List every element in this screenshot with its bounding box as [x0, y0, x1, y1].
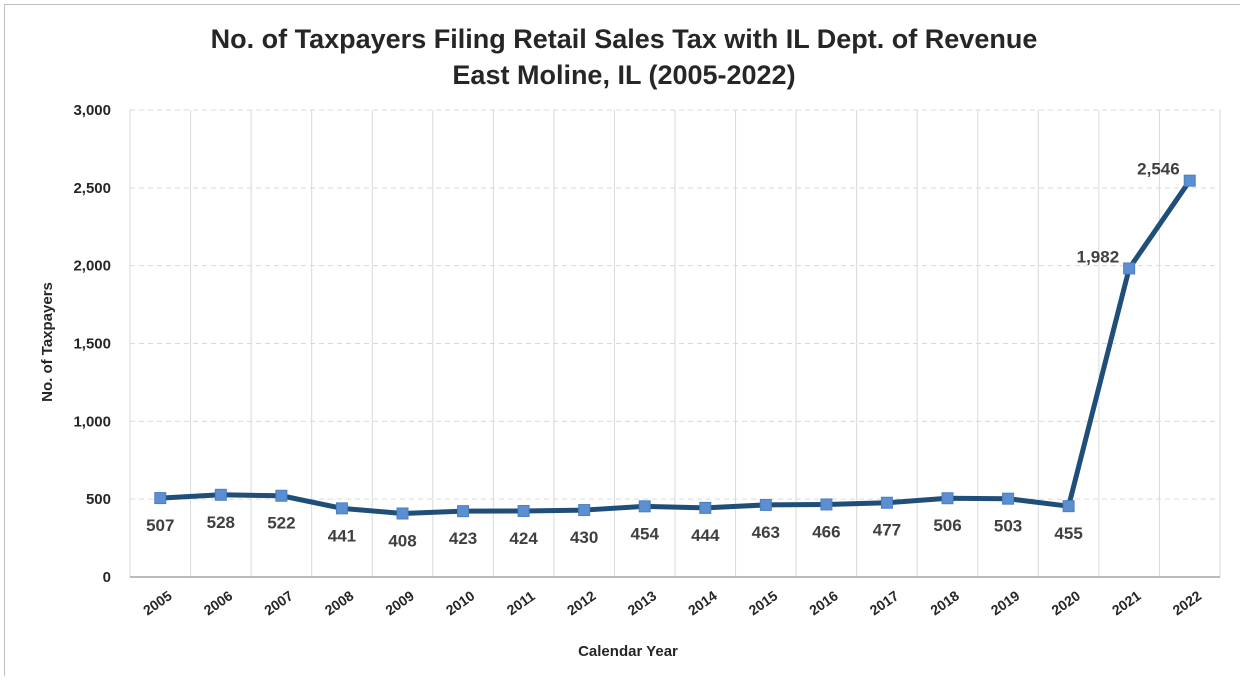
data-label: 463 — [752, 523, 780, 542]
y-tick-label: 3,000 — [73, 102, 111, 119]
data-point-marker — [1183, 174, 1196, 187]
data-label: 423 — [449, 529, 477, 548]
data-label: 466 — [812, 522, 840, 541]
chart-title: No. of Taxpayers Filing Retail Sales Tax… — [210, 24, 1038, 54]
data-point-marker — [1062, 500, 1075, 513]
data-label: 455 — [1054, 524, 1082, 543]
data-point-marker — [578, 504, 591, 517]
data-point-marker — [759, 498, 772, 511]
data-point-marker — [396, 507, 409, 520]
x-tick-label: 2011 — [504, 588, 538, 619]
y-tick-label: 1,000 — [73, 413, 111, 430]
data-point-marker — [275, 489, 288, 502]
data-label: 1,982 — [1077, 247, 1120, 266]
data-point-marker — [335, 502, 348, 515]
data-label: 454 — [631, 524, 660, 543]
x-tick-label: 2013 — [625, 587, 660, 618]
x-tick-label: 2005 — [140, 587, 175, 618]
data-label: 528 — [207, 513, 235, 532]
data-label: 441 — [328, 526, 356, 545]
x-tick-label: 2019 — [988, 587, 1023, 618]
x-tick-label: 2007 — [261, 587, 296, 618]
data-point-marker — [1002, 492, 1015, 505]
x-tick-label: 2018 — [927, 587, 962, 618]
x-tick-label: 2017 — [867, 587, 902, 618]
x-tick-label: 2008 — [322, 587, 357, 618]
x-tick-label: 2016 — [806, 587, 841, 618]
x-tick-label: 2020 — [1048, 587, 1083, 618]
data-point-marker — [517, 504, 530, 517]
chart-frame — [4, 4, 1240, 676]
data-label: 408 — [388, 531, 416, 550]
data-label: 507 — [146, 516, 174, 535]
x-tick-label: 2015 — [746, 587, 781, 618]
y-tick-label: 1,500 — [73, 336, 111, 353]
x-axis-label: Calendar Year — [578, 643, 678, 660]
data-label: 503 — [994, 517, 1022, 536]
data-point-marker — [638, 500, 651, 513]
y-tick-label: 2,000 — [73, 258, 111, 275]
x-tick-label: 2006 — [201, 587, 236, 618]
data-labels: 507 528 522 441 408 423 424 430 454 444 463 466 477 5… — [146, 160, 1180, 551]
data-label: 430 — [570, 528, 598, 547]
data-point-marker — [880, 496, 893, 509]
data-point-marker — [1123, 262, 1136, 275]
data-point-marker — [699, 501, 712, 514]
x-tick-label: 2010 — [443, 587, 478, 618]
x-axis-ticks: 2005 2006 2007 2008 2009 2010 2011 2012 2013 2014… — [140, 587, 1204, 618]
data-label: 2,546 — [1137, 160, 1180, 179]
data-label: 444 — [691, 526, 720, 545]
x-tick-label: 2022 — [1170, 587, 1205, 618]
y-tick-label: 2,500 — [73, 180, 111, 197]
data-label: 424 — [509, 529, 538, 548]
y-axis-label: No. of Taxpayers — [39, 282, 56, 402]
y-axis-ticks: 0 500 1,000 1,500 2,000 2,500 3,000 — [73, 102, 111, 586]
data-label: 522 — [267, 514, 295, 533]
data-point-marker — [820, 498, 833, 511]
x-tick-label: 2014 — [685, 587, 720, 618]
x-tick-label: 2021 — [1109, 587, 1144, 618]
data-point-marker — [457, 505, 470, 518]
x-tick-label: 2009 — [382, 587, 417, 618]
y-tick-label: 0 — [103, 569, 111, 586]
x-tick-label: 2012 — [564, 587, 599, 618]
data-label: 506 — [933, 516, 961, 535]
data-point-marker — [214, 488, 227, 501]
data-point-marker — [154, 492, 167, 505]
data-label: 477 — [873, 521, 901, 540]
series-line — [160, 179, 1192, 516]
y-tick-label: 500 — [86, 491, 111, 508]
chart-subtitle: East Moline, IL (2005-2022) — [452, 60, 796, 90]
data-markers — [154, 174, 1196, 520]
data-point-marker — [941, 492, 954, 505]
